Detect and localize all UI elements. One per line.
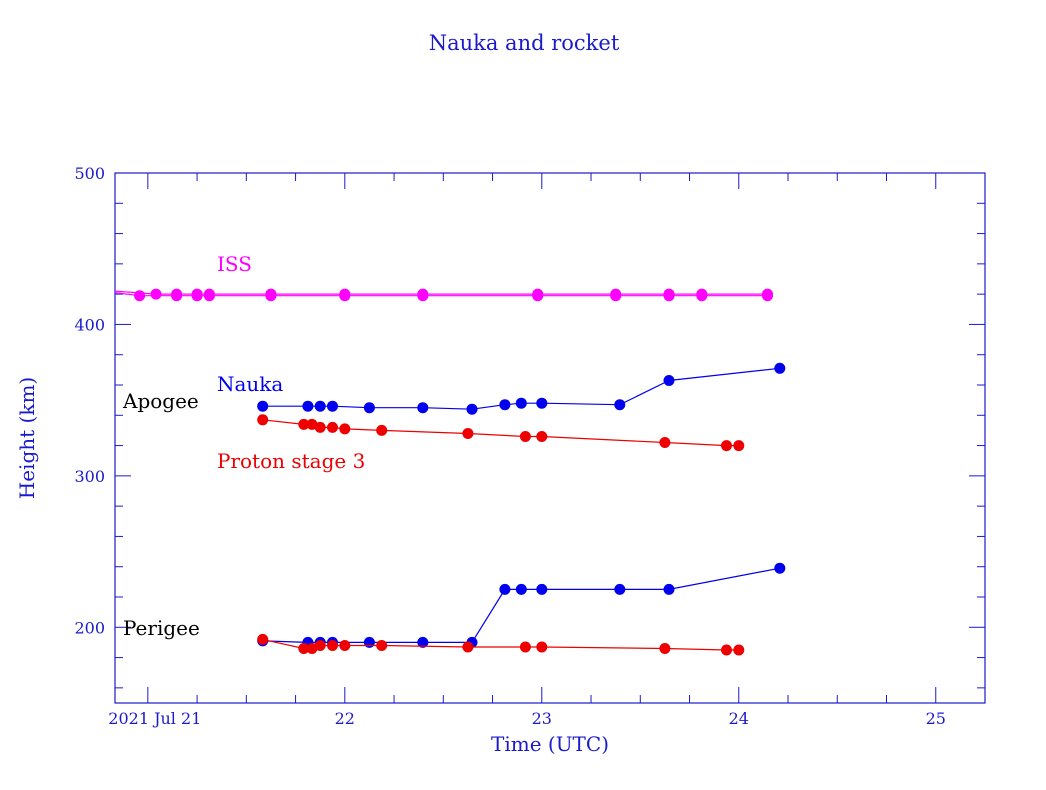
data-point xyxy=(417,636,429,648)
y-tick-label: 300 xyxy=(74,467,105,486)
data-point xyxy=(302,400,314,412)
series-label: Nauka xyxy=(217,372,283,396)
x-tick-label: 24 xyxy=(729,709,749,728)
data-point xyxy=(536,583,548,595)
data-point xyxy=(327,640,338,651)
series-line xyxy=(262,567,780,644)
data-point xyxy=(257,633,269,645)
data-point xyxy=(339,290,351,302)
x-tick-label: 22 xyxy=(335,709,355,728)
x-tick-label: 25 xyxy=(926,709,946,728)
data-point xyxy=(519,431,531,442)
y-tick-label: 400 xyxy=(74,315,105,334)
data-point xyxy=(659,643,671,654)
data-point xyxy=(515,397,527,409)
data-point xyxy=(134,290,146,302)
data-point xyxy=(339,640,351,651)
data-point xyxy=(417,402,429,414)
series-layer: ISS Nauka Proton stage 3 xyxy=(114,252,786,656)
x-axis-label: Time (UTC) xyxy=(491,732,609,756)
data-point xyxy=(610,290,622,302)
data-point xyxy=(257,414,269,426)
annotation-perigee: Perigee xyxy=(123,616,200,640)
data-point xyxy=(314,421,326,433)
data-point xyxy=(614,399,626,411)
series-proton-stage-3: Proton stage 3 xyxy=(217,414,745,656)
series-iss: ISS xyxy=(114,252,773,302)
data-point xyxy=(532,290,544,302)
data-point xyxy=(466,403,478,415)
data-point xyxy=(536,397,548,409)
data-point xyxy=(376,424,388,436)
data-point xyxy=(515,583,527,595)
data-point xyxy=(663,583,675,595)
data-point xyxy=(298,643,310,654)
y-tick-label: 200 xyxy=(74,618,105,637)
data-point xyxy=(150,288,162,300)
y-tick-label: 500 xyxy=(74,164,105,183)
data-point xyxy=(203,290,215,302)
data-point xyxy=(762,290,773,302)
data-point xyxy=(265,290,277,302)
data-point xyxy=(417,290,429,302)
data-point xyxy=(257,400,269,412)
data-point xyxy=(171,290,183,302)
x-tick-label: 2021 Jul 21 xyxy=(108,709,201,728)
data-point xyxy=(314,640,326,651)
data-point xyxy=(536,431,548,442)
series-label: ISS xyxy=(217,252,252,276)
data-point xyxy=(191,290,203,302)
data-point xyxy=(696,290,708,302)
annotation-apogee: Apogee xyxy=(122,389,199,413)
data-point xyxy=(733,440,745,452)
series-nauka: Nauka xyxy=(217,362,786,648)
data-point xyxy=(462,428,474,439)
data-point xyxy=(721,440,732,452)
data-point xyxy=(519,641,531,653)
plot-area xyxy=(114,172,986,704)
data-point xyxy=(499,399,511,411)
data-point xyxy=(774,562,786,574)
data-point xyxy=(733,644,745,656)
data-point xyxy=(536,641,548,653)
data-point xyxy=(614,583,626,595)
data-point xyxy=(339,423,351,435)
data-point xyxy=(314,400,326,412)
chart-title: Nauka and rocket xyxy=(429,31,620,55)
data-point xyxy=(363,402,375,414)
data-point xyxy=(327,421,338,433)
data-point xyxy=(462,641,474,653)
data-point xyxy=(663,290,675,302)
data-point xyxy=(659,437,671,448)
y-axis-label: Height (km) xyxy=(15,377,39,499)
axis-ticks: 200 300 400 500 2021 Jul 21 22 23 24 25 xyxy=(74,164,986,728)
data-point xyxy=(363,636,375,648)
data-point xyxy=(298,418,310,430)
data-point xyxy=(774,362,786,374)
data-point xyxy=(376,640,388,651)
plot-frame xyxy=(114,172,986,704)
data-point xyxy=(327,400,338,412)
data-point xyxy=(499,583,511,595)
data-point xyxy=(721,644,732,656)
data-point xyxy=(663,375,675,386)
series-label: Proton stage 3 xyxy=(217,449,365,473)
x-tick-label: 23 xyxy=(532,709,552,728)
